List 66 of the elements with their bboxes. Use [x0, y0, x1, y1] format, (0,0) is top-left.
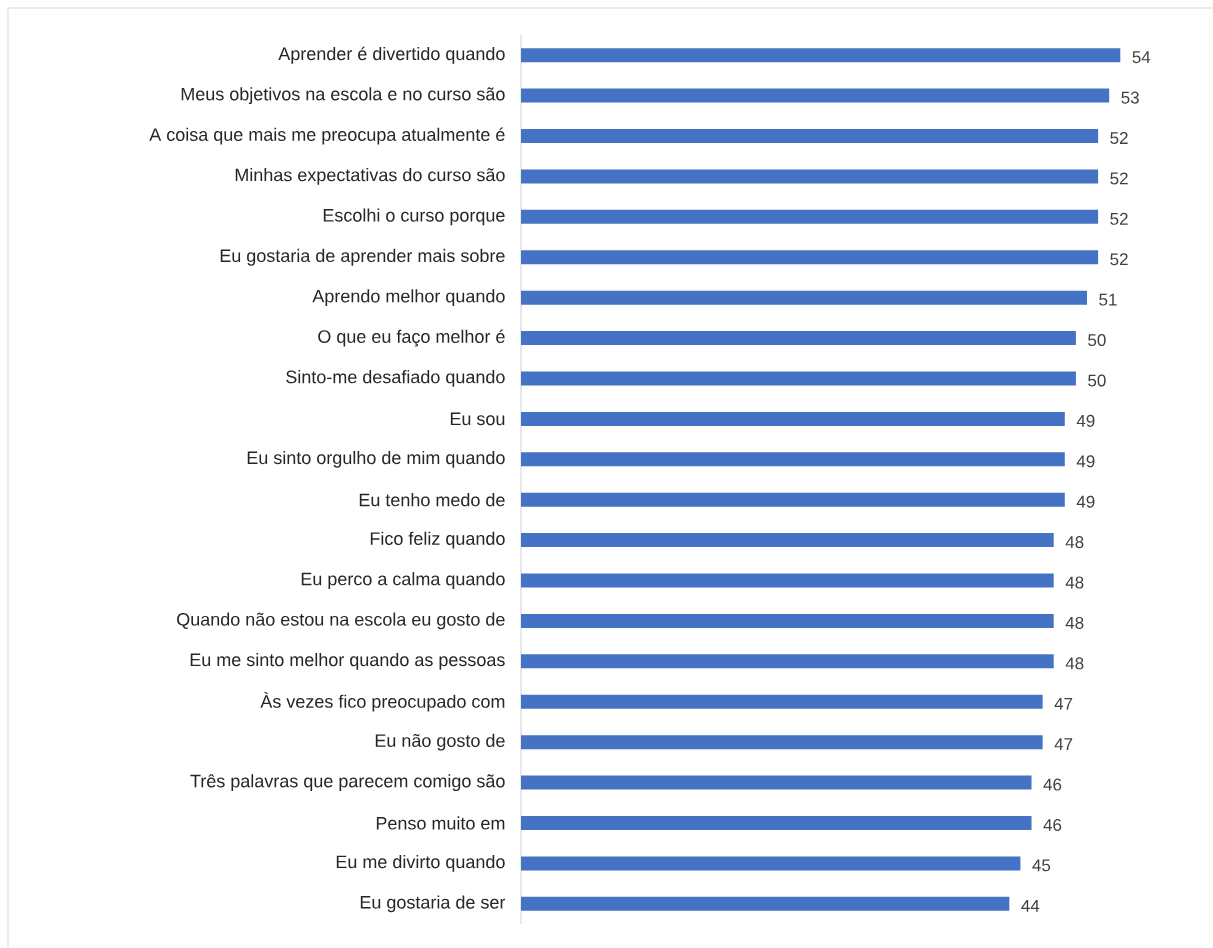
data-label: 52	[1110, 212, 1128, 225]
bar	[521, 533, 1054, 548]
y-tick-label: Escolhi o curso porque	[323, 208, 505, 226]
bar	[521, 250, 1099, 265]
data-label: 48	[1065, 536, 1084, 549]
data-label: 46	[1043, 818, 1062, 832]
y-tick-label: Aprendo melhor quando	[312, 289, 505, 307]
y-tick-label: Três palavras que parecem comigo são	[190, 774, 505, 791]
y-tick-label: Às vezes fico preocupado com	[260, 692, 505, 712]
bar	[521, 88, 1110, 103]
bar	[521, 573, 1054, 588]
bar	[521, 654, 1054, 669]
bar	[521, 209, 1099, 224]
bar	[521, 331, 1076, 346]
data-label: 45	[1032, 859, 1051, 872]
y-tick-label: Penso muito em	[376, 816, 505, 830]
data-label: 51	[1099, 293, 1117, 306]
bar	[521, 48, 1121, 63]
y-tick-label: Aprender é divertido quando	[278, 46, 505, 64]
data-label: 48	[1065, 616, 1084, 629]
bar	[521, 129, 1099, 144]
data-label: 50	[1088, 374, 1106, 387]
bar	[521, 290, 1088, 305]
data-label: 49	[1076, 495, 1095, 508]
data-label: 52	[1110, 253, 1128, 266]
y-tick-label: Eu sou	[450, 412, 505, 426]
data-label: 54	[1132, 51, 1151, 64]
data-label: 50	[1088, 334, 1106, 347]
y-tick-label: Eu perco a calma quando	[301, 572, 505, 589]
bar	[521, 735, 1043, 750]
bar	[521, 775, 1032, 790]
data-label: 52	[1110, 172, 1128, 185]
y-tick-label: Eu não gosto de	[375, 733, 505, 751]
data-label: 52	[1110, 132, 1128, 145]
y-tick-label: Eu sinto orgulho de mim quando	[247, 450, 505, 468]
y-tick-label: Minhas expectativas do curso são	[235, 168, 505, 185]
data-label: 49	[1076, 414, 1095, 427]
bar	[521, 896, 1010, 911]
y-tick-label: Eu me sinto melhor quando as pessoas	[190, 652, 505, 670]
data-label: 47	[1054, 697, 1073, 710]
data-label: 49	[1076, 455, 1095, 468]
bar	[521, 856, 1021, 871]
y-tick-label: Eu me divirto quando	[336, 855, 505, 872]
y-tick-label: Meus objetivos na escola e no curso são	[181, 87, 505, 104]
bar	[521, 613, 1054, 628]
data-label: 48	[1065, 576, 1084, 589]
y-tick-label: O que eu faço melhor é	[318, 329, 505, 347]
y-tick-label: Eu gostaria de aprender mais sobre	[220, 248, 505, 266]
y-tick-label: A coisa que mais me preocupa atualmente é	[149, 127, 505, 145]
y-tick-label: Sinto-me desafiado quando	[286, 370, 505, 387]
y-tick-label: Eu gostaria de ser	[360, 895, 506, 913]
bar	[521, 815, 1032, 830]
data-label: 53	[1121, 91, 1139, 104]
bar	[521, 452, 1065, 467]
bar	[521, 492, 1065, 507]
data-label: 44	[1021, 899, 1040, 912]
bar	[521, 411, 1065, 426]
y-tick-label: Eu tenho medo de	[359, 493, 505, 507]
y-tick-label: Fico feliz quando	[370, 531, 505, 549]
bar	[521, 169, 1099, 184]
bar	[521, 694, 1043, 709]
data-label: 47	[1054, 738, 1073, 751]
y-tick-label: Quando não estou na escola eu gosto de	[177, 612, 505, 630]
data-label: 48	[1065, 657, 1084, 670]
data-label: 46	[1043, 778, 1062, 791]
bar	[521, 371, 1076, 386]
